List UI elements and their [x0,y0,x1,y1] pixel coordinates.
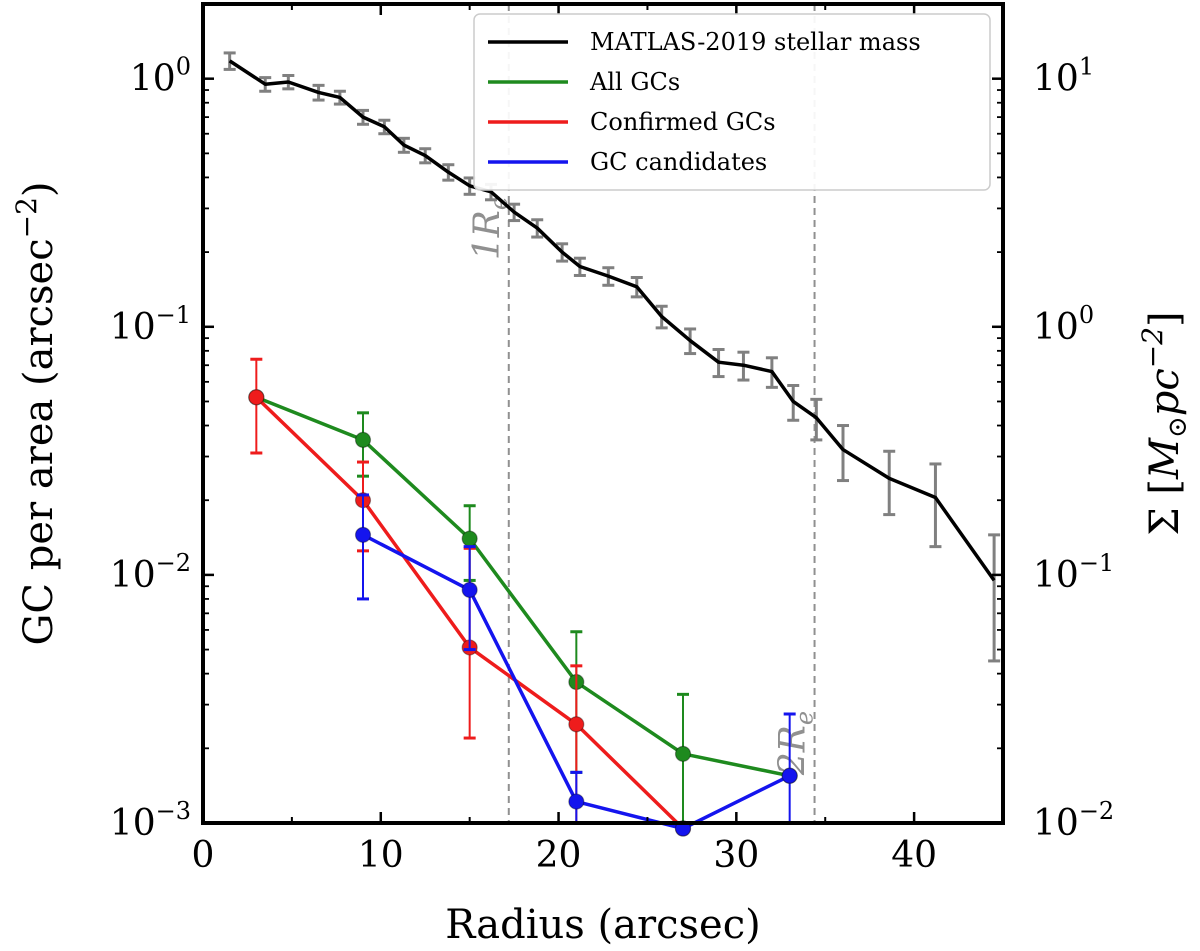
legend-entry: All GCs [488,68,680,96]
tick-base: 10 [1033,803,1079,844]
x-axis-label: Radius (arcsec) [445,902,760,948]
label-main: GC per area (arcsec [16,238,62,645]
tick-base: 10 [1033,555,1079,596]
tick-base: 10 [110,803,156,844]
y-left-tick-label: 100 [130,53,191,100]
tick-base: 10 [130,59,176,100]
error-bar [929,462,942,549]
label-close: ] [1142,311,1188,327]
legend-box [473,13,991,191]
label-exponent: −2 [1136,327,1169,368]
label-pc: pc [1142,368,1188,416]
data-point [461,530,478,547]
plot-border [201,2,1005,825]
label-base: 2R [773,725,814,776]
label-subscript: e [791,711,819,725]
error-bar [988,533,1001,663]
legend-label: MATLAS-2019 stellar mass [590,28,921,56]
series-matlas-2019-stellar-mass [223,51,1001,663]
data-point [461,581,478,599]
tick-exponent: 1 [1079,53,1094,81]
data-point [354,431,372,449]
y-left-tick-label: 10−3 [110,797,191,844]
error-bar [837,424,849,483]
x-tick-label: 0 [192,835,215,876]
axes-frame [201,2,1005,825]
data-point [674,745,692,762]
series-line [228,59,996,582]
legend-entry: MATLAS-2019 stellar mass [488,28,921,56]
label-exponent: −2 [10,197,43,238]
y-left-tick-label: 10−1 [110,301,191,348]
label-sun: ⊙ [1163,416,1193,438]
data-point [248,389,265,406]
tick-base: 10 [1033,59,1079,100]
data-point [568,716,585,733]
error-bar [357,493,369,601]
legend-entry: GC candidates [488,148,767,176]
tick-base: 10 [110,555,156,596]
reference-line-label: 1Re [467,196,513,260]
label-close: ) [16,181,62,197]
tick-exponent: 0 [1079,301,1094,329]
reference-line-label: 2Re [773,711,819,776]
tick-exponent: −2 [156,549,191,577]
series-layer [223,51,1001,837]
label-sigma: Σ [ [1142,479,1188,536]
error-bar [250,357,263,455]
error-bar [883,449,896,517]
data-point [354,526,372,543]
legend-label: All GCs [589,68,680,96]
tick-exponent: −3 [156,797,191,825]
y-left-tick-label: 10−2 [110,549,191,596]
y-right-tick-label: 100 [1033,301,1094,348]
y-right-axis-label: Σ [M⊙pc−2] [1136,311,1193,535]
tick-base: 10 [110,307,156,348]
x-tick-label: 20 [536,835,582,876]
tick-exponent: −2 [1079,797,1114,825]
data-point [781,767,798,784]
y-right-tick-label: 10−1 [1033,549,1114,596]
legend: MATLAS-2019 stellar mass All GCs Confirmed… [473,13,991,191]
series-line [255,395,791,778]
tick-base: 10 [1033,307,1079,348]
y-left-axis-label: GC per area (arcsec−2) [10,181,62,645]
tick-exponent: 0 [176,53,191,81]
legend-label: GC candidates [590,148,767,176]
legend-entry: Confirmed GCs [488,108,776,136]
tick-exponent: −1 [1079,549,1114,577]
y-right-tick-label: 101 [1033,53,1094,100]
data-point [568,793,585,810]
label-base: 1R [467,210,508,260]
series-gc-candidates [354,493,798,837]
legend-label: Confirmed GCs [590,108,776,136]
axis-labels: Radius (arcsec)GC per area (arcsec−2)Σ [… [10,181,1193,948]
tick-exponent: −1 [156,301,191,329]
x-tick-label: 30 [713,835,759,876]
error-bar [463,545,476,652]
x-tick-label: 40 [891,835,937,876]
y-right-tick-label: 10−2 [1033,797,1114,844]
x-tick-label: 10 [358,835,404,876]
label-m: M [1142,437,1188,480]
